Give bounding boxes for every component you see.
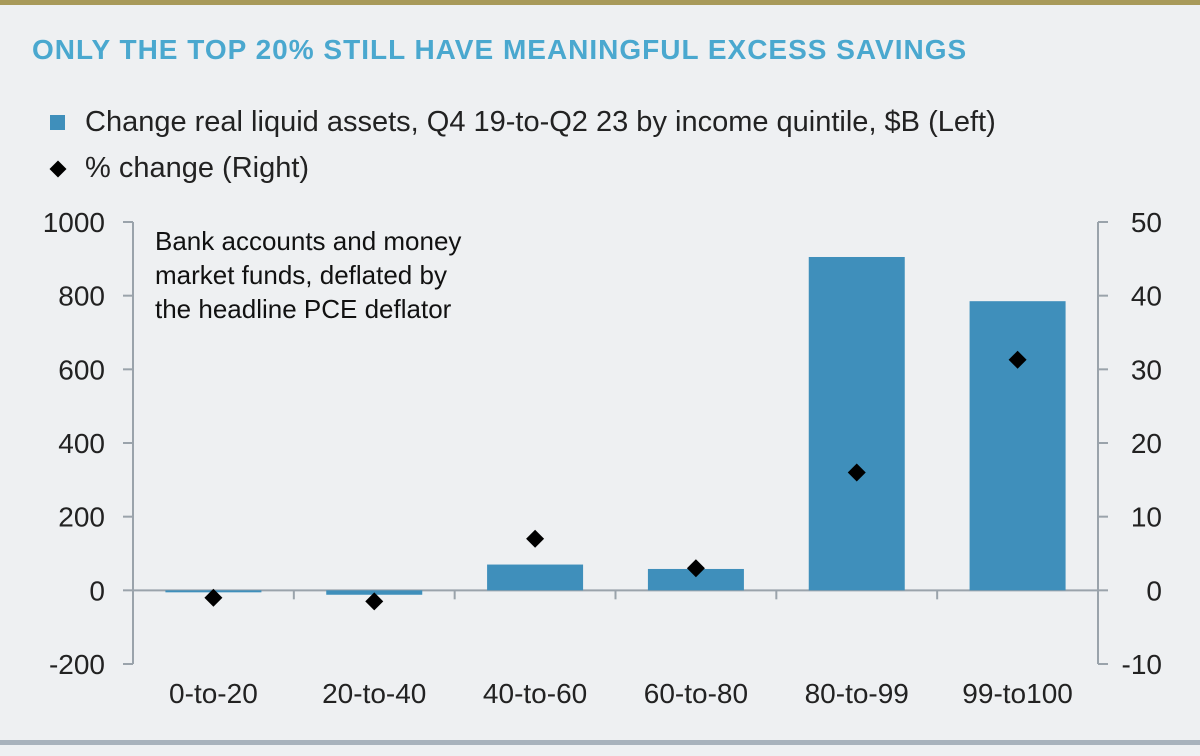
annotation-line: Bank accounts and money: [155, 226, 462, 256]
diamond-marker-60-to-80: [686, 559, 705, 578]
category-label: 80-to-99: [805, 678, 909, 709]
left-tick-label: 400: [58, 428, 105, 459]
bottom-rule: [0, 740, 1200, 745]
bar-80-to-99: [808, 256, 905, 591]
annotation-line: the headline PCE deflator: [155, 294, 452, 324]
category-label: 0-to-20: [169, 678, 258, 709]
legend-bar-label: Change real liquid assets, Q4 19-to-Q2 2…: [85, 106, 996, 138]
category-label: 60-to-80: [644, 678, 748, 709]
right-tick-label: 20: [1131, 428, 1162, 459]
right-tick-label: 30: [1131, 354, 1162, 385]
left-tick-label: 1000: [43, 207, 105, 238]
category-label: 40-to-60: [483, 678, 587, 709]
left-tick-label: 200: [58, 502, 105, 533]
right-tick-label: 10: [1131, 502, 1162, 533]
category-label: 20-to-40: [322, 678, 426, 709]
bar-swatch: [50, 115, 65, 130]
diamond-marker-40-to-60: [526, 529, 545, 548]
left-tick-label: 800: [58, 281, 105, 312]
right-tick-label: -10: [1122, 649, 1162, 680]
chart-title: ONLY THE TOP 20% STILL HAVE MEANINGFUL E…: [32, 34, 968, 65]
right-tick-label: 50: [1131, 207, 1162, 238]
legend-item-diamonds: % change (Right): [49, 152, 310, 185]
bar-99-to100: [969, 301, 1066, 591]
left-tick-label: -200: [49, 649, 105, 680]
diamond-marker-99-to100: [1008, 350, 1027, 369]
diamond-marker-80-to-99: [847, 463, 866, 482]
diamond-marker-20-to-40: [365, 592, 384, 611]
category-label: 99-to100: [962, 678, 1073, 709]
legend-item-bars: Change real liquid assets, Q4 19-to-Q2 2…: [50, 106, 996, 139]
left-tick-label: 0: [89, 575, 105, 606]
right-tick-label: 0: [1146, 575, 1162, 606]
annotation-note: Bank accounts and money market funds, de…: [155, 224, 461, 326]
diamond-marker-0-to-20: [204, 588, 223, 607]
bar-40-to-60: [487, 564, 584, 591]
legend-diamond-label: % change (Right): [85, 152, 310, 184]
right-tick-label: 40: [1131, 281, 1162, 312]
bar-60-to-80: [647, 568, 744, 591]
annotation-line: market funds, deflated by: [155, 260, 447, 290]
left-tick-label: 600: [58, 354, 105, 385]
top-rule: [0, 0, 1200, 5]
